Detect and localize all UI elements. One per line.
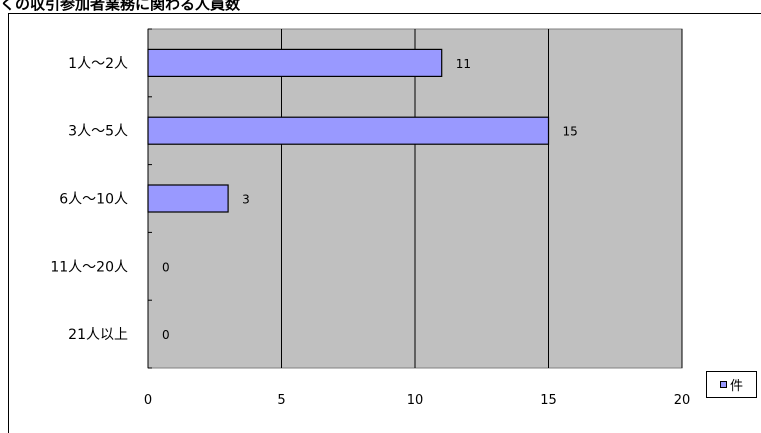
category-label: 3人～5人 [68, 124, 128, 140]
data-label: 3 [242, 193, 250, 207]
data-label: 15 [563, 125, 578, 139]
bar [147, 48, 443, 78]
x-tick-label: 10 [407, 393, 424, 408]
chart-frame [8, 13, 761, 433]
category-label: 1人～2人 [68, 56, 128, 72]
legend: 件 [706, 371, 757, 398]
x-tick-label: 5 [277, 393, 285, 408]
x-tick-label: 0 [144, 393, 152, 408]
data-label: 0 [162, 260, 170, 274]
bar-chart: 0 5 10 15 20 1人～2人 11 3人～5人 15 6人～10人 3 11人～20人 0 21人… [50, 28, 691, 408]
category-label: 6人～10人 [59, 192, 128, 208]
category-label: 11人～20人 [50, 259, 128, 275]
x-tick-label: 20 [674, 393, 691, 408]
x-tick-label: 15 [540, 393, 557, 408]
chart-title: くの収引参加者業務に関わる人員数 [0, 0, 241, 13]
legend-swatch [719, 381, 727, 388]
data-label: 0 [162, 328, 170, 342]
data-label: 11 [456, 57, 471, 71]
category-label: 21人以上 [68, 327, 128, 343]
legend-label: 件 [729, 379, 743, 394]
bar [147, 116, 550, 145]
bar [147, 184, 229, 213]
